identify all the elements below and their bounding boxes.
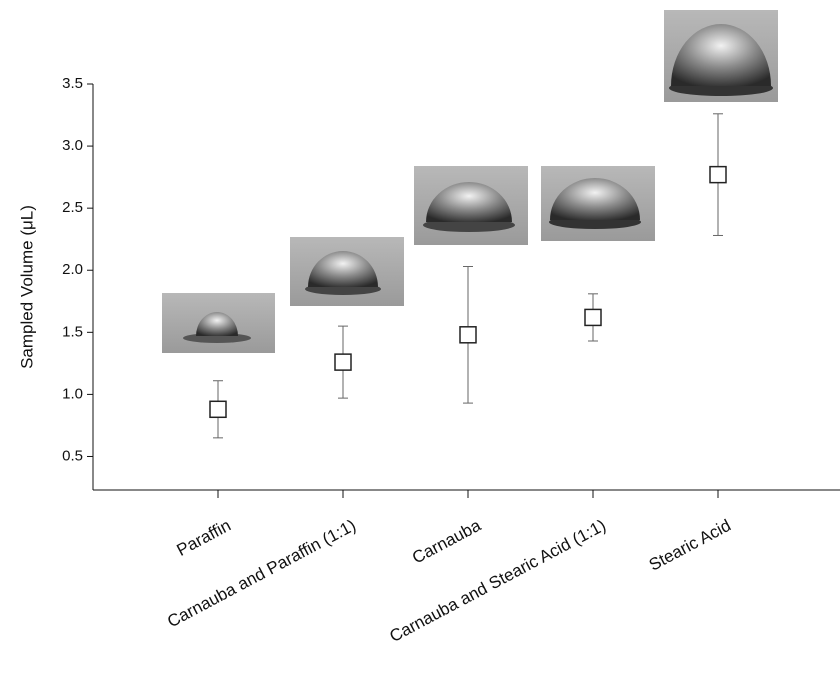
droplet-photo (664, 10, 778, 102)
marker (585, 309, 601, 325)
chart: Sampled Volume (μL) 0.5 1.0 1.5 2.0 2.5 3.0 3.… (0, 0, 840, 691)
y-tick-label: 2.5 (62, 199, 83, 216)
x-tick-label: Carnauba and Stearic Acid (1:1) (386, 516, 609, 646)
y-tick-label: 1.0 (62, 385, 83, 402)
marker (210, 401, 226, 417)
droplet-photo (541, 166, 655, 241)
marker (460, 327, 476, 343)
marker (335, 354, 351, 370)
marker (710, 167, 726, 183)
droplet-photo (162, 293, 275, 353)
droplet-photo (290, 237, 404, 306)
droplet-photo (414, 166, 528, 245)
x-tick-label: Paraffin (174, 516, 234, 560)
x-tick-label: Carnauba (409, 515, 484, 567)
y-tick-label: 0.5 (62, 447, 83, 464)
y-tick-label: 3.5 (62, 75, 83, 92)
y-tick-label: 1.5 (62, 323, 83, 340)
y-tick-label: 3.0 (62, 137, 83, 154)
y-tick-label: 2.0 (62, 261, 83, 278)
droplet-photos (162, 10, 778, 353)
x-tick-label: Stearic Acid (646, 516, 734, 575)
y-axis-label: Sampled Volume (μL) (17, 205, 36, 369)
